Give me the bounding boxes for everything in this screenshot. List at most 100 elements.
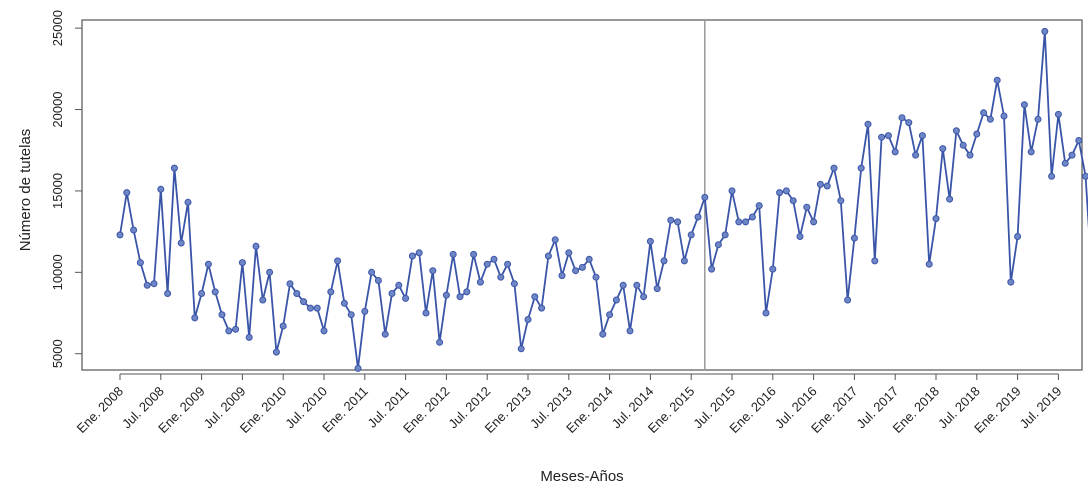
data-point <box>395 281 403 289</box>
data-point <box>374 277 382 284</box>
data-point <box>483 260 491 268</box>
data-point <box>354 364 362 372</box>
data-point <box>884 132 892 140</box>
data-point <box>313 304 321 312</box>
data-point <box>599 330 607 338</box>
data-point <box>266 268 274 276</box>
data-point <box>1061 159 1069 167</box>
data-point <box>143 281 151 289</box>
data-point <box>538 304 546 312</box>
data-point <box>184 198 192 206</box>
series-group <box>116 27 1088 372</box>
data-point <box>578 263 586 271</box>
data-point <box>932 215 940 223</box>
plot-frame <box>81 19 1083 371</box>
data-point <box>980 109 988 117</box>
data-point <box>361 307 369 315</box>
data-point <box>470 250 478 258</box>
y-tick-label-4: 25000 <box>50 10 65 46</box>
data-point <box>959 141 967 149</box>
data-point <box>272 348 280 356</box>
data-point <box>626 327 634 335</box>
data-point <box>1007 278 1015 286</box>
data-point <box>1014 233 1022 240</box>
data-point <box>830 164 838 172</box>
data-point <box>952 127 960 135</box>
data-point <box>191 314 199 322</box>
data-point <box>755 202 763 210</box>
data-point <box>286 280 294 288</box>
data-point <box>415 249 423 257</box>
data-point <box>368 268 376 276</box>
data-point <box>347 311 355 319</box>
data-point <box>225 327 233 335</box>
data-point <box>646 237 654 245</box>
data-point <box>701 193 709 201</box>
data-point <box>796 233 804 240</box>
data-point <box>1034 115 1042 123</box>
data-point <box>735 218 743 226</box>
data-point <box>653 285 661 293</box>
data-point <box>633 281 641 289</box>
data-point <box>320 327 328 335</box>
x-axis-title: Meses-Años <box>540 468 623 485</box>
data-point <box>694 213 702 221</box>
data-point <box>592 273 600 281</box>
data-point <box>1054 110 1062 118</box>
data-point <box>490 255 498 263</box>
data-point <box>442 291 450 299</box>
data-point <box>776 189 784 197</box>
y-axis-title: Número de tutelas <box>17 129 34 252</box>
data-point <box>918 132 926 140</box>
data-point <box>810 218 818 226</box>
data-point <box>116 231 124 239</box>
data-point <box>1075 137 1083 144</box>
data-point <box>381 330 389 338</box>
data-point <box>463 288 471 296</box>
data-point <box>449 250 457 258</box>
data-point <box>837 197 845 205</box>
data-point <box>476 278 484 286</box>
data-point <box>857 164 865 172</box>
data-point <box>259 296 267 304</box>
data-point <box>422 309 430 317</box>
data-point <box>204 260 212 268</box>
data-point <box>340 299 348 307</box>
data-point <box>816 180 824 188</box>
data-point <box>769 265 777 273</box>
data-point <box>218 311 226 319</box>
data-point <box>748 213 756 221</box>
data-point <box>572 267 580 275</box>
data-point <box>674 218 682 226</box>
data-point <box>871 257 879 265</box>
data-point <box>966 151 974 159</box>
data-point <box>1027 148 1035 156</box>
data-point <box>198 290 206 297</box>
data-point <box>993 76 1001 84</box>
data-point <box>687 231 695 239</box>
data-point <box>1020 101 1028 109</box>
data-point <box>211 288 219 296</box>
data-point <box>497 273 505 281</box>
data-point <box>925 260 933 268</box>
data-point <box>517 345 525 353</box>
data-point <box>1048 172 1056 180</box>
data-point <box>728 187 736 195</box>
data-point <box>429 267 437 275</box>
data-point <box>782 187 790 195</box>
data-point <box>946 195 954 203</box>
data-point <box>823 182 831 190</box>
data-point <box>524 316 532 323</box>
data-point <box>565 249 573 257</box>
data-point <box>408 252 416 260</box>
data-point <box>300 298 308 306</box>
data-point <box>606 311 614 319</box>
data-point <box>252 242 260 250</box>
x-tick-label-23: Jul. 2019 <box>1017 384 1065 432</box>
data-point <box>891 148 899 156</box>
x-tick-label-0: Ene. 2008 <box>74 384 127 437</box>
data-point <box>1000 112 1008 120</box>
data-point <box>558 272 566 280</box>
data-point <box>640 293 648 301</box>
y-tick-label-3: 20000 <box>50 91 65 127</box>
